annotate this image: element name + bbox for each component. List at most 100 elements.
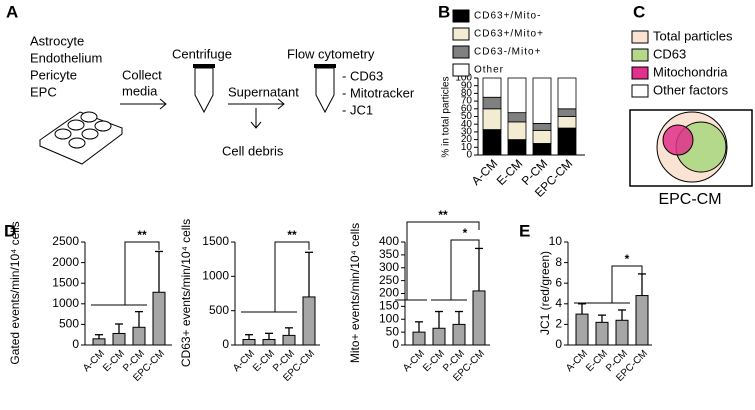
legend-swatch: [631, 84, 649, 98]
y-tick-label: 60: [461, 103, 473, 114]
panel-letter: E: [519, 221, 530, 240]
panel-letter: A: [6, 2, 18, 21]
y-tick-label: 0: [555, 337, 562, 351]
y-tick-label: 1000: [52, 296, 79, 310]
tube: [314, 64, 336, 114]
y-tick-label: 400: [379, 234, 399, 248]
marker: - JC1: [342, 102, 373, 117]
y-tick-label: 100: [379, 311, 399, 325]
y-tick-label: 20: [461, 134, 473, 145]
y-tick-label: 80: [461, 88, 473, 99]
bar-segment: [532, 123, 552, 131]
step-label: Flow cytometry: [287, 46, 375, 61]
cell-list: Astrocyte Endothelium Pericyte EPC: [30, 33, 102, 99]
legend-label: Other: [474, 65, 504, 76]
x-tick-label: A-CM: [469, 156, 501, 188]
bar: [282, 334, 296, 346]
bracket: [406, 221, 480, 300]
legend-label: CD63: [653, 46, 686, 61]
y-tick-label: 150: [379, 299, 399, 313]
y-tick-label: 100: [455, 73, 472, 84]
y-tick-label: 40: [461, 119, 473, 130]
x-tick-label: E-CM: [251, 348, 277, 374]
legend-label: CD63+/Mito+: [474, 29, 544, 40]
y-tick-label: 10: [549, 234, 563, 248]
y-tick-label: 300: [379, 260, 399, 274]
significance: *: [463, 226, 468, 240]
bar-segment: [557, 116, 577, 129]
y-tick-label: 250: [379, 273, 399, 287]
y-axis-label: Mito+ events/min/10⁴ cells: [348, 223, 362, 363]
step-label: Cell debris: [222, 143, 284, 158]
arrow: [250, 108, 262, 129]
legend-swatch: [631, 66, 649, 80]
bar-segment: [532, 143, 552, 156]
tube: [193, 64, 215, 114]
bar-segment: [507, 77, 527, 114]
step-label: Collect: [122, 67, 162, 82]
y-tick-label: 0: [222, 337, 229, 351]
bar: [452, 323, 466, 346]
bar-segment: [482, 96, 502, 110]
bar-segment: [507, 112, 527, 123]
x-tick-label: E-CM: [101, 348, 127, 374]
bar-segment: [507, 139, 527, 156]
x-tick-label: E-CM: [584, 348, 610, 374]
venn-legend: Total particles CD63 Mitochondria Other fac…: [631, 28, 733, 98]
y-tick-label: 70: [461, 96, 473, 107]
bar-segment: [482, 129, 502, 156]
legend-label: Total particles: [653, 28, 733, 43]
significance: **: [137, 228, 147, 242]
bar: [242, 339, 256, 346]
y-tick-label: 2500: [52, 234, 79, 248]
significance: *: [625, 252, 630, 266]
bar-segment: [557, 127, 577, 156]
y-tick-label: 1500: [52, 275, 79, 289]
legend-swatch: [452, 63, 470, 77]
chart: 0 500 1000 1500 2000 2500 Gated events/min/10⁴…: [8, 221, 172, 384]
legend-swatch: [452, 9, 470, 23]
bracket: [611, 265, 643, 303]
significance: **: [438, 208, 448, 222]
bar-segment: [482, 77, 502, 98]
marker: - CD63: [342, 68, 383, 83]
bracket: [124, 241, 160, 305]
y-tick-label: 2000: [52, 255, 79, 269]
x-tick-label: E-CM: [494, 156, 526, 188]
bar-segment: [557, 77, 577, 110]
bar: [595, 321, 609, 346]
y-axis-label: JC1 (red/green): [538, 251, 552, 335]
y-tick-label: 6: [555, 275, 562, 289]
panel-letter: C: [633, 2, 645, 21]
y-tick-label: 500: [59, 317, 79, 331]
x-tick-label: A-CM: [564, 348, 590, 374]
legend-label: Mitochondria: [653, 64, 728, 79]
legend-label: CD63-/Mito+: [474, 47, 541, 58]
bar: [575, 313, 589, 346]
y-tick-label: 30: [461, 127, 473, 138]
x-tick-label: A-CM: [231, 348, 257, 374]
bar: [112, 332, 126, 346]
bar-segment: [532, 77, 552, 124]
y-tick-label: 1000: [202, 269, 229, 283]
y-tick-label: 0: [392, 337, 399, 351]
bar-segment: [532, 129, 552, 144]
cell-type: EPC: [30, 84, 57, 99]
bar: [132, 326, 146, 346]
venn-mito: [662, 124, 694, 156]
y-tick-label: 1500: [202, 234, 229, 248]
bar: [262, 339, 276, 346]
well-plate: [38, 111, 124, 165]
chart: 0 500 1000 1500 CD63+ events/min/10⁴ cells A-…: [179, 219, 320, 384]
step-label: Supernatant: [228, 84, 299, 99]
step-label: media: [122, 83, 158, 98]
cell-type: Pericyte: [30, 67, 77, 82]
bar: [615, 319, 629, 346]
y-axis-label: Gated events/min/10⁴ cells: [8, 221, 22, 364]
legend-swatch: [452, 45, 470, 59]
legend-label: CD63+/Mito-: [474, 11, 541, 22]
y-axis-label: % in total particles: [441, 76, 452, 157]
